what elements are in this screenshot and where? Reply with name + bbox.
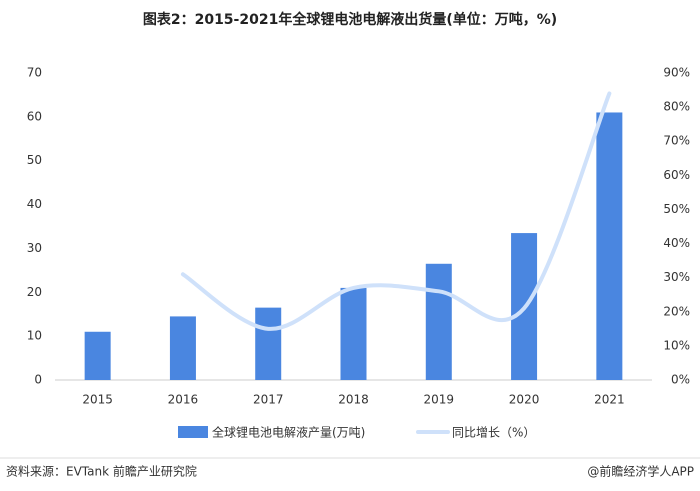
y-tick-label: 10 (27, 329, 42, 343)
y2-tick-label: 20% (663, 304, 690, 318)
x-tick-label: 2017 (253, 393, 284, 407)
y-tick-label: 0 (34, 373, 42, 387)
y2-tick-label: 80% (663, 100, 690, 114)
x-tick-label: 2018 (338, 393, 369, 407)
y2-tick-label: 0% (671, 373, 690, 387)
bar (255, 307, 282, 380)
legend-swatch (178, 426, 208, 438)
bar (84, 331, 111, 380)
y2-tick-label: 60% (663, 168, 690, 182)
line (180, 91, 612, 331)
y-tick-label: 30 (27, 241, 42, 255)
y-tick-label: 70 (27, 66, 42, 80)
bar (425, 263, 452, 380)
bar (596, 112, 623, 380)
x-tick-label: 2021 (594, 393, 625, 407)
y-tick-label: 60 (27, 109, 42, 123)
y2-tick-label: 40% (663, 236, 690, 250)
y2-tick-label: 90% (663, 66, 690, 80)
y-tick-label: 50 (27, 153, 42, 167)
legend-label: 全球锂电池电解液产量(万吨) (212, 425, 365, 440)
x-tick-label: 2015 (82, 393, 113, 407)
y2-tick-label: 10% (663, 338, 690, 352)
y-tick-label: 20 (27, 285, 42, 299)
credit: @前瞻经济学人APP (587, 464, 694, 479)
legend-label: 同比增长（%） (452, 426, 535, 440)
y2-tick-label: 50% (663, 202, 690, 216)
y2-tick-label: 70% (663, 134, 690, 148)
x-tick-label: 2019 (424, 393, 455, 407)
y2-tick-label: 30% (663, 270, 690, 284)
x-tick-label: 2016 (168, 393, 199, 407)
source: 资料来源：EVTank 前瞻产业研究院 (6, 464, 197, 479)
x-tick-label: 2020 (509, 393, 540, 407)
y-tick-label: 40 (27, 197, 42, 211)
bar (340, 287, 367, 380)
bar (169, 316, 196, 380)
chart-title: 图表2：2015-2021年全球锂电池电解液出货量(单位：万吨，%) (143, 11, 557, 28)
